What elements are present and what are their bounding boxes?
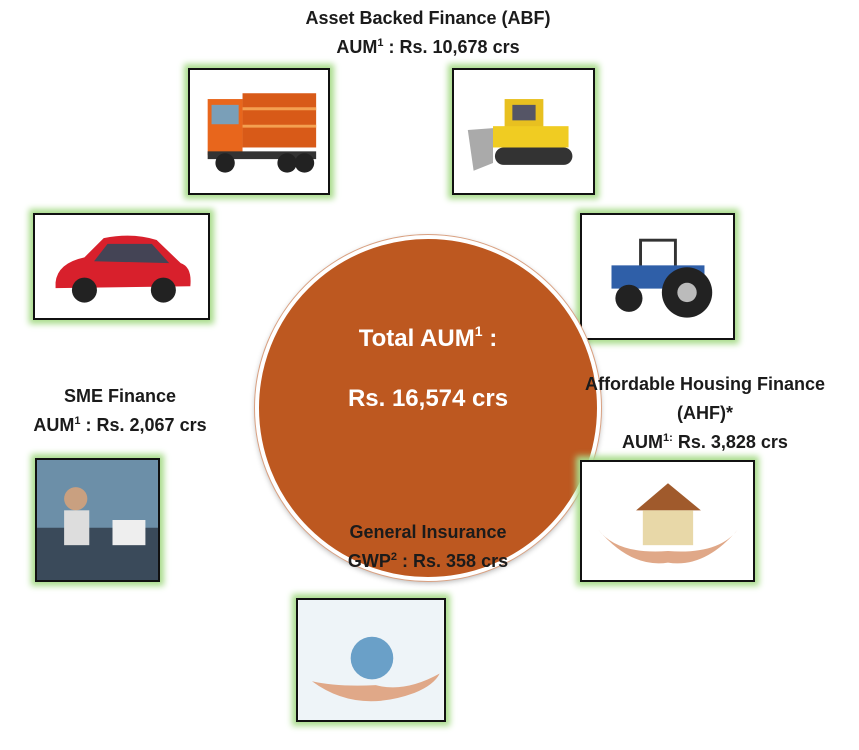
sme-metric: AUM1 : Rs. 2,067 crs — [33, 411, 206, 440]
footnote: 1 — [377, 37, 384, 49]
footnote: 1 — [474, 323, 483, 339]
truck-image — [188, 68, 330, 195]
value: Rs. 3,828 crs — [672, 432, 788, 452]
ahf-title: (AHF)* — [676, 403, 733, 423]
truck-art — [207, 93, 317, 173]
ahf-title: Affordable Housing Finance — [584, 374, 826, 394]
bulldozer-image — [452, 68, 595, 195]
metric: GWP — [347, 551, 391, 571]
sme-image — [35, 458, 160, 582]
ahf-label: Affordable Housing Finance (AHF)* AUM1: … — [585, 370, 825, 457]
house-art — [598, 483, 738, 564]
value: : Rs. 358 crs — [397, 551, 509, 571]
value: : Rs. 2,067 crs — [80, 415, 207, 435]
abf-title: Asset Backed Finance (ABF) — [305, 8, 551, 28]
ahf-image — [580, 460, 755, 582]
sme-title: SME Finance — [63, 386, 177, 406]
value: : Rs. 10,678 crs — [383, 37, 520, 57]
metric: AUM — [33, 415, 75, 435]
sme-art — [37, 460, 158, 580]
tractor-art — [611, 238, 713, 318]
car-image — [33, 213, 210, 320]
total-label: Total AUM1 : — [259, 323, 597, 353]
gi-label: General Insurance GWP2 : Rs. 358 crs — [348, 518, 508, 576]
metric: AUM — [336, 37, 378, 57]
sme-label: SME Finance AUM1 : Rs. 2,067 crs — [33, 382, 206, 440]
gi-title: General Insurance — [349, 522, 507, 542]
bulldozer-art — [467, 99, 573, 171]
car-art — [55, 235, 191, 303]
insurance-art — [298, 600, 444, 720]
label: Total AUM — [358, 325, 475, 352]
abf-label: Asset Backed Finance (ABF) AUM1 : Rs. 10… — [305, 4, 550, 62]
total-value: Rs. 16,574 crs — [347, 385, 509, 412]
footnote: 1: — [663, 432, 673, 444]
footnote: 2 — [390, 551, 398, 563]
total-circle: Total AUM1 : Rs. 16,574 crs — [255, 235, 601, 581]
ahf-metric: AUM1: Rs. 3,828 crs — [585, 428, 825, 457]
colon: : — [482, 325, 498, 352]
gi-image — [296, 598, 446, 722]
gi-metric: GWP2 : Rs. 358 crs — [348, 547, 508, 576]
abf-metric: AUM1 : Rs. 10,678 crs — [305, 33, 550, 62]
tractor-image — [580, 213, 735, 340]
metric: AUM — [622, 432, 664, 452]
footnote: 1 — [74, 415, 81, 427]
